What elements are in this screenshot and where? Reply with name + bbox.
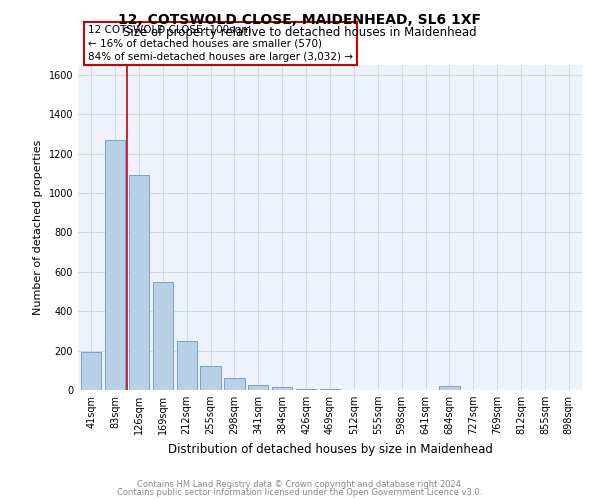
- Text: Contains public sector information licensed under the Open Government Licence v3: Contains public sector information licen…: [118, 488, 482, 497]
- Text: 12 COTSWOLD CLOSE: 100sqm
← 16% of detached houses are smaller (570)
84% of semi: 12 COTSWOLD CLOSE: 100sqm ← 16% of detac…: [88, 26, 353, 62]
- Bar: [129, 176, 149, 390]
- Bar: [224, 378, 245, 390]
- Bar: [152, 282, 173, 390]
- Bar: [176, 341, 197, 390]
- Bar: [439, 386, 460, 390]
- Y-axis label: Number of detached properties: Number of detached properties: [33, 140, 43, 315]
- Text: Contains HM Land Registry data © Crown copyright and database right 2024.: Contains HM Land Registry data © Crown c…: [137, 480, 463, 489]
- Bar: [296, 389, 316, 390]
- X-axis label: Distribution of detached houses by size in Maidenhead: Distribution of detached houses by size …: [167, 442, 493, 456]
- Text: Size of property relative to detached houses in Maidenhead: Size of property relative to detached ho…: [123, 26, 477, 39]
- Bar: [272, 387, 292, 390]
- Bar: [320, 389, 340, 390]
- Bar: [81, 352, 101, 390]
- Bar: [105, 140, 125, 390]
- Bar: [200, 366, 221, 390]
- Bar: [248, 385, 268, 390]
- Text: 12, COTSWOLD CLOSE, MAIDENHEAD, SL6 1XF: 12, COTSWOLD CLOSE, MAIDENHEAD, SL6 1XF: [119, 12, 482, 26]
